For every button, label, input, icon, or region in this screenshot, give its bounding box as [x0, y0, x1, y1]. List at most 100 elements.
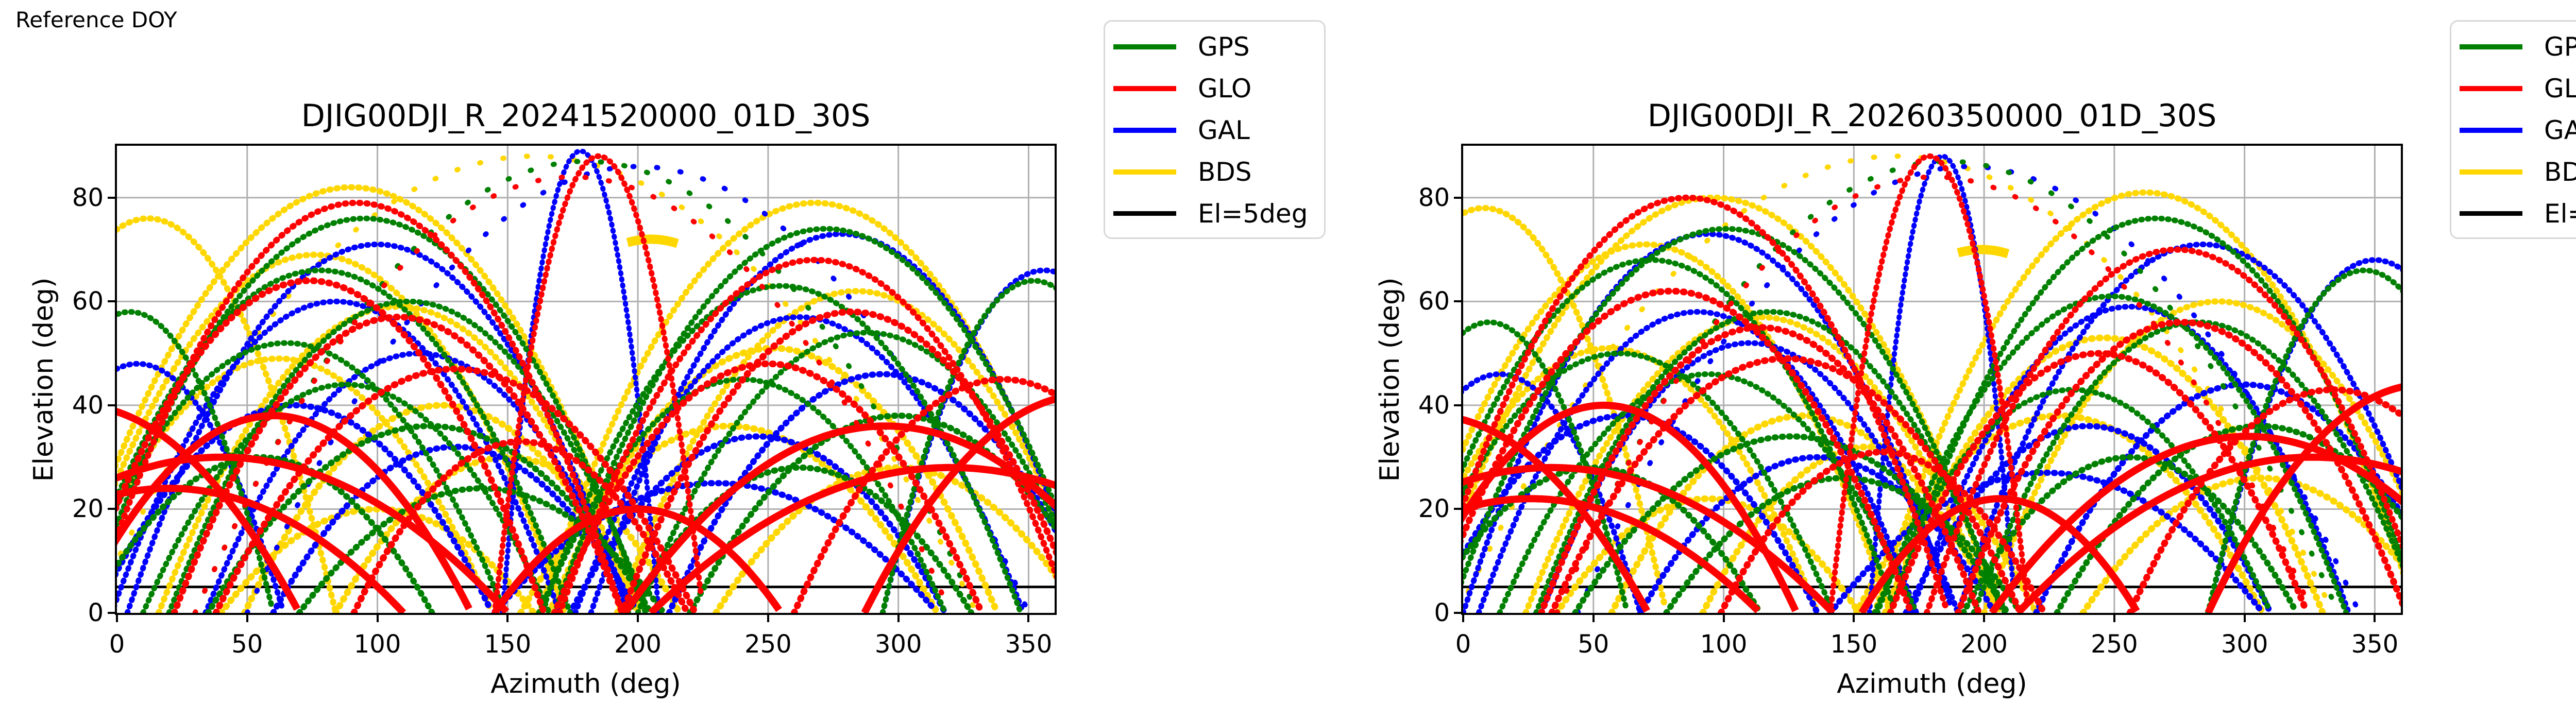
- track-arc-glo: [2205, 383, 2401, 613]
- axes-box: [1461, 144, 2403, 615]
- y-tick-label: 60: [72, 287, 104, 316]
- y-tick-label: 0: [88, 598, 104, 627]
- track-arc-glo: [117, 277, 548, 613]
- legend-line-sample: [2460, 169, 2522, 175]
- track-arc-gps: [205, 423, 652, 613]
- y-axis-label: Elevation (deg): [1375, 277, 1405, 482]
- legend-entry-glo: GLO: [1113, 67, 1324, 109]
- track-arc-gps: [1463, 319, 1629, 611]
- x-tick: [2374, 615, 2376, 622]
- track-arc-gps: [551, 226, 1055, 613]
- legend-label: GLO: [1198, 73, 1252, 104]
- x-tick-label: 300: [2221, 630, 2268, 659]
- legend-line-sample: [2460, 85, 2522, 91]
- x-tick-label: 200: [614, 630, 662, 659]
- legend-line-sample: [2460, 127, 2522, 133]
- legend-entry-gal: GAL: [2460, 109, 2576, 151]
- reference-doy-label: Reference DOY: [15, 7, 177, 32]
- track-arc-glo: [1463, 495, 1761, 613]
- y-tick: [1454, 612, 1461, 614]
- satellite-tracks-svg: [117, 146, 1055, 613]
- legend-box: GPS GLO GAL BDS El=5deg: [2450, 20, 2576, 239]
- track-arc-glo: [117, 199, 625, 613]
- x-axis-label: Azimuth (deg): [490, 668, 681, 699]
- legend-line-sample: [1113, 211, 1176, 216]
- x-tick-label: 200: [1960, 630, 2008, 659]
- track-arc-gps: [1463, 350, 1834, 611]
- track-arc-gal: [117, 361, 285, 612]
- track-arc-glo: [1463, 401, 1799, 612]
- legend-label: El=5deg: [2544, 198, 2576, 229]
- track-arc-glo: [1463, 416, 1651, 613]
- legend-label: GLO: [2544, 73, 2576, 104]
- track-arc-bds: [1463, 153, 2336, 613]
- track-arc-gps: [879, 278, 1055, 613]
- track-arc-bds: [117, 355, 493, 611]
- x-tick-label: 300: [874, 630, 922, 659]
- track-arc-bds: [1699, 443, 2038, 613]
- x-tick-label: 100: [353, 630, 401, 659]
- track-arc-glo: [648, 464, 1055, 613]
- track-arc-glo: [790, 376, 1055, 613]
- x-tick: [1027, 615, 1030, 622]
- x-tick: [2243, 615, 2246, 622]
- track-arc-bds: [1981, 298, 2401, 613]
- legend-label: GPS: [2544, 31, 2576, 62]
- track-arc-glo: [1827, 153, 2030, 613]
- legend-line-sample: [2460, 211, 2522, 216]
- y-tick-label: 80: [72, 183, 104, 212]
- x-tick: [1462, 615, 1464, 622]
- y-tick: [1454, 508, 1461, 510]
- track-arc-glo: [1718, 449, 2046, 613]
- legend-label: BDS: [1198, 157, 1252, 187]
- plot-title: DJIG00DJI_R_20260350000_01D_30S: [1647, 98, 2217, 134]
- y-tick-label: 20: [1418, 494, 1450, 524]
- y-tick: [108, 612, 115, 614]
- x-tick-label: 350: [2351, 630, 2399, 659]
- x-tick: [897, 615, 900, 622]
- track-arc-bds: [1957, 245, 2010, 259]
- y-tick-label: 40: [72, 390, 104, 420]
- track-arc-glo: [2015, 453, 2401, 613]
- track-arc-glo: [117, 412, 472, 611]
- x-tick: [1983, 615, 1986, 622]
- track-arc-glo: [350, 438, 689, 613]
- legend-entry-el-5deg: El=5deg: [1113, 193, 1324, 234]
- x-tick: [1722, 615, 1725, 622]
- track-arc-gal: [1463, 371, 1643, 613]
- y-tick-label: 40: [1418, 390, 1450, 420]
- track-arc-glo: [1923, 246, 2401, 613]
- x-tick: [1853, 615, 1855, 622]
- track-arc-gps: [1874, 293, 2349, 613]
- legend-line-sample: [1113, 127, 1176, 133]
- legend-label: GPS: [1198, 31, 1250, 62]
- track-arc-gps: [538, 283, 1023, 613]
- track-arc-gal: [572, 314, 1025, 613]
- track-arc-glo: [2126, 386, 2401, 613]
- track-arc-gal: [1908, 303, 2352, 613]
- track-arc-glo: [556, 256, 1055, 613]
- legend-line-sample: [1113, 85, 1176, 91]
- x-tick-label: 150: [484, 630, 532, 659]
- plot-content: [1463, 146, 2401, 613]
- track-arc-glo: [1955, 319, 2401, 613]
- legend-entry-bds: BDS: [1113, 151, 1324, 193]
- track-arc-gal: [1867, 153, 2016, 613]
- legend-entry-bds: BDS: [2460, 151, 2576, 193]
- legend-box: GPS GLO GAL BDS El=5deg: [1104, 20, 1326, 239]
- x-tick: [376, 615, 379, 622]
- legend-entry-glo: GLO: [2460, 67, 2576, 109]
- legend-line-sample: [1113, 44, 1176, 49]
- track-arc-gps: [117, 340, 508, 613]
- track-arc-glo: [619, 308, 1055, 613]
- legend-entry-el-5deg: El=5deg: [2460, 193, 2576, 234]
- y-tick: [1454, 196, 1461, 199]
- track-arc-bds: [1522, 314, 1998, 613]
- x-tick-label: 150: [1830, 630, 1878, 659]
- track-arc-glo: [117, 453, 510, 613]
- track-arc-gal: [1827, 469, 2265, 613]
- x-tick-label: 100: [1700, 630, 1748, 659]
- x-tick: [637, 615, 639, 622]
- track-arc-gal: [1955, 242, 2401, 613]
